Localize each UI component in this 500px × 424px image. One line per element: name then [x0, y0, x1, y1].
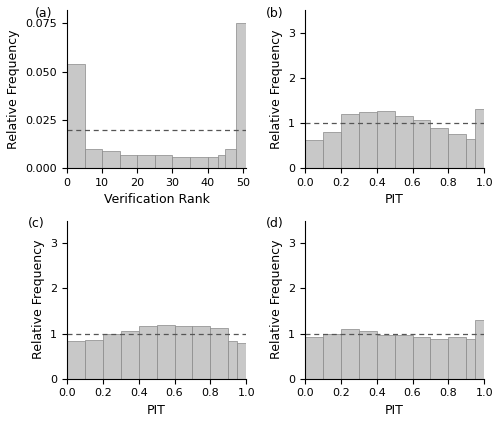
Bar	[67, 341, 85, 379]
Y-axis label: Relative Frequency: Relative Frequency	[7, 29, 20, 149]
Bar	[376, 335, 394, 379]
Bar	[466, 139, 475, 168]
Bar	[210, 328, 228, 379]
Bar	[323, 132, 341, 168]
Bar	[192, 326, 210, 379]
Bar	[412, 337, 430, 379]
Bar	[67, 64, 84, 168]
Bar	[225, 149, 235, 168]
Y-axis label: Relative Frequency: Relative Frequency	[32, 240, 44, 360]
Bar	[448, 134, 466, 168]
Bar	[121, 331, 138, 379]
X-axis label: PIT: PIT	[385, 193, 404, 206]
Bar	[155, 155, 172, 168]
Bar	[138, 326, 156, 379]
Y-axis label: Relative Frequency: Relative Frequency	[270, 240, 282, 360]
Bar	[102, 151, 120, 168]
Bar	[228, 341, 237, 379]
X-axis label: Verification Rank: Verification Rank	[104, 193, 210, 206]
Bar	[236, 23, 246, 168]
Bar	[341, 329, 358, 379]
Bar	[85, 340, 103, 379]
Text: (c): (c)	[28, 218, 44, 230]
Bar	[466, 339, 475, 379]
Bar	[238, 343, 246, 379]
Bar	[218, 155, 225, 168]
Bar	[174, 326, 192, 379]
Bar	[208, 156, 218, 168]
Bar	[394, 116, 412, 168]
Bar	[430, 339, 448, 379]
Bar	[138, 155, 155, 168]
X-axis label: PIT: PIT	[147, 404, 166, 417]
Bar	[412, 120, 430, 168]
Bar	[394, 335, 412, 379]
Bar	[103, 334, 121, 379]
Bar	[190, 156, 208, 168]
Y-axis label: Relative Frequency: Relative Frequency	[270, 29, 282, 149]
Bar	[358, 331, 376, 379]
Bar	[341, 114, 358, 168]
Text: (d): (d)	[266, 218, 283, 230]
Bar	[430, 128, 448, 168]
Bar	[156, 324, 174, 379]
Bar	[448, 337, 466, 379]
Text: (b): (b)	[266, 7, 283, 20]
Bar	[358, 112, 376, 168]
Bar	[376, 111, 394, 168]
Bar	[172, 156, 190, 168]
Bar	[305, 140, 323, 168]
X-axis label: PIT: PIT	[385, 404, 404, 417]
Text: (a): (a)	[34, 7, 52, 20]
Bar	[84, 149, 102, 168]
Bar	[305, 337, 323, 379]
Bar	[120, 155, 138, 168]
Bar	[476, 109, 484, 168]
Bar	[476, 320, 484, 379]
Bar	[323, 335, 341, 379]
